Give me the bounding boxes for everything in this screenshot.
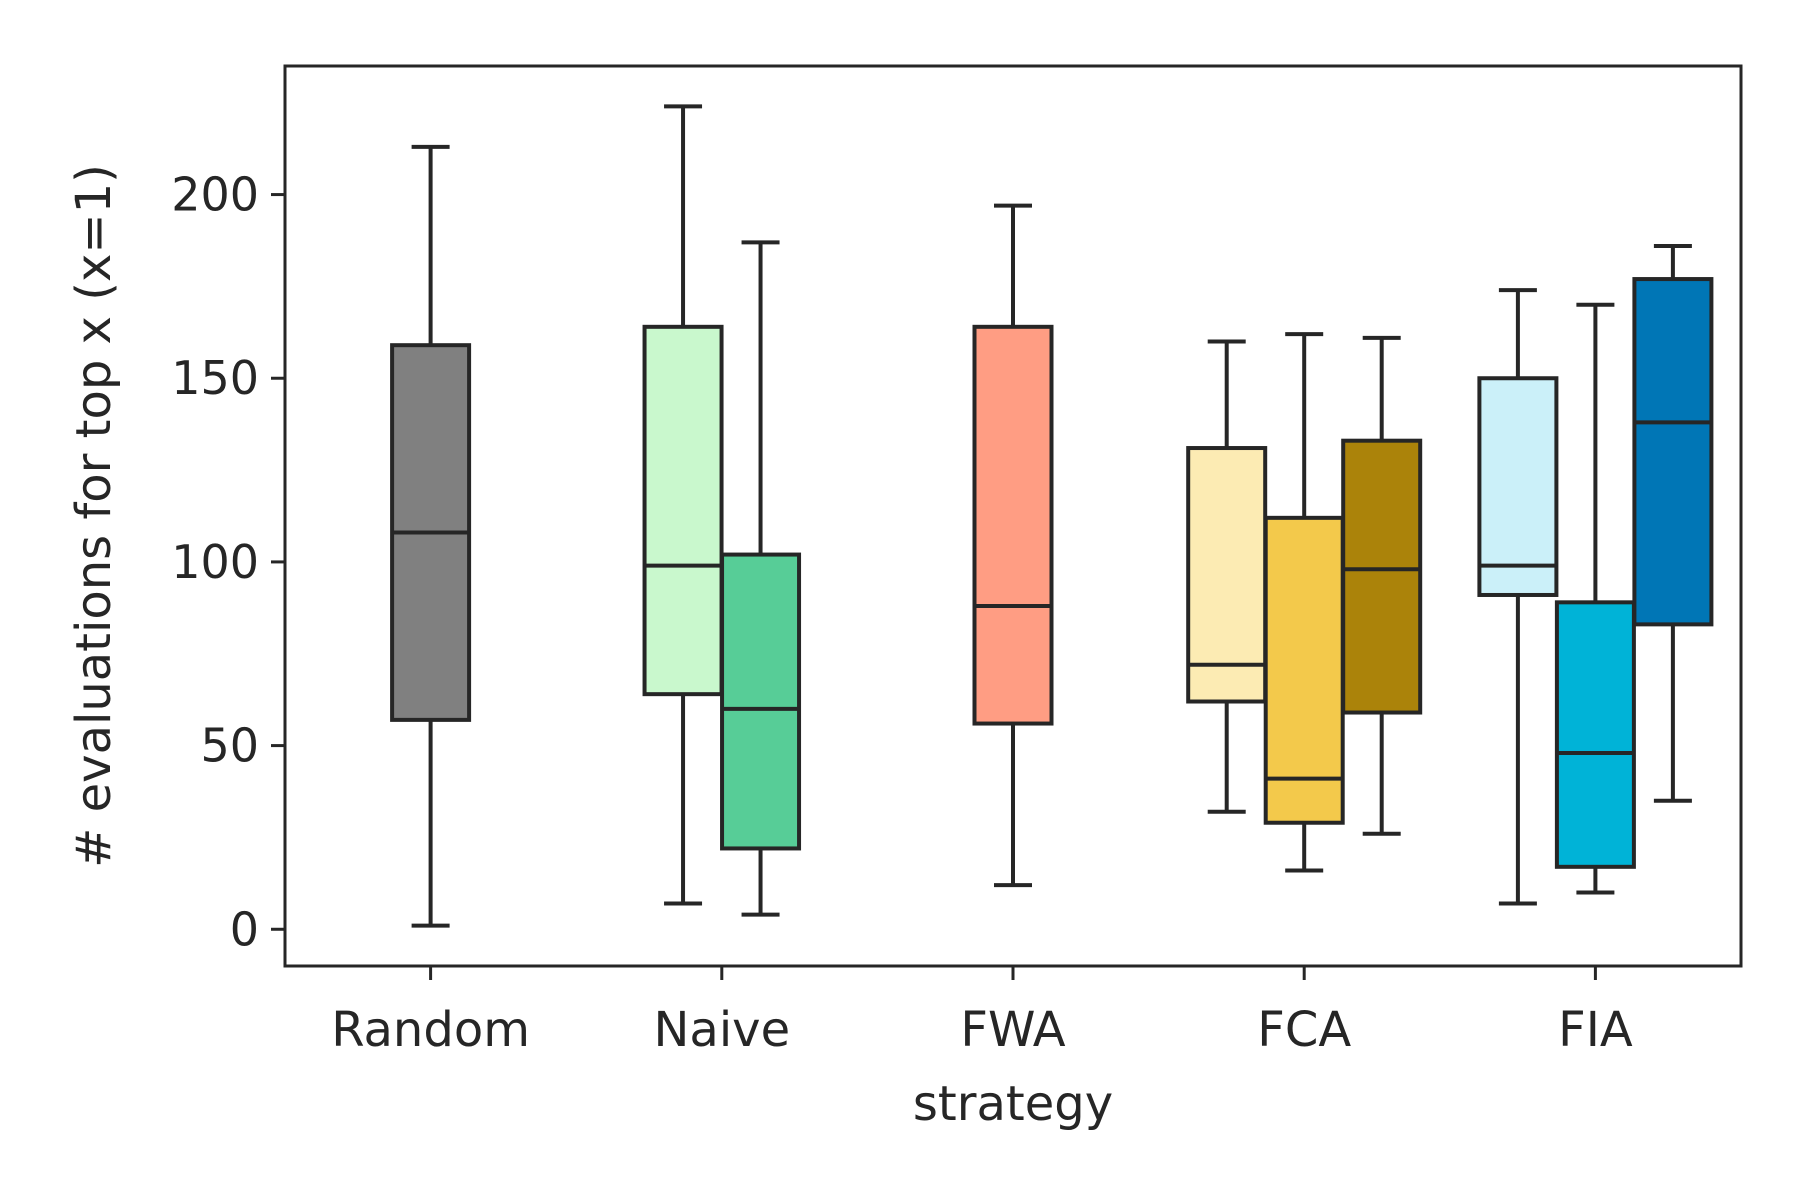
box-naive-2 — [720, 240, 802, 917]
box-fca-3 — [1341, 335, 1423, 836]
x-axis-label: strategy — [913, 1076, 1113, 1132]
box-fia-1 — [1477, 288, 1559, 906]
y-axis-label: # evaluations for top x (x=1) — [66, 164, 122, 868]
x-tick-label: Naive — [654, 1002, 791, 1058]
x-tick-label: FWA — [960, 1002, 1065, 1058]
box-rect — [1186, 446, 1268, 704]
x-tick-label: FIA — [1558, 1002, 1633, 1058]
y-tick-label: 200 — [171, 168, 259, 222]
y-tick-label: 0 — [230, 902, 259, 956]
y-tick-label: 100 — [171, 535, 259, 589]
box-rect — [1341, 438, 1423, 715]
box-rect — [642, 324, 724, 697]
box-rect — [720, 552, 802, 851]
x-tick-label: FCA — [1257, 1002, 1351, 1058]
x-tick-label: Random — [331, 1002, 530, 1058]
box-rect — [972, 324, 1054, 726]
y-axis: 0 50 100 150 200 — [171, 168, 285, 956]
box-fca-1 — [1186, 339, 1268, 814]
box-rect — [1554, 600, 1636, 869]
box-fwa-1 — [972, 203, 1054, 888]
box-fia-3 — [1632, 244, 1714, 803]
y-tick-label: 50 — [200, 719, 259, 773]
box-rect — [1477, 376, 1559, 597]
box-rect — [1632, 277, 1714, 627]
box-fca-2 — [1263, 332, 1345, 873]
y-tick-label: 150 — [171, 351, 259, 405]
box-rect — [1263, 515, 1345, 825]
boxes-layer — [390, 104, 1714, 928]
box-fia-2 — [1554, 302, 1636, 895]
box-naive-1 — [642, 104, 724, 906]
x-axis: Random Naive FWA FCA FIA — [331, 966, 1633, 1058]
box-random-1 — [390, 144, 472, 928]
